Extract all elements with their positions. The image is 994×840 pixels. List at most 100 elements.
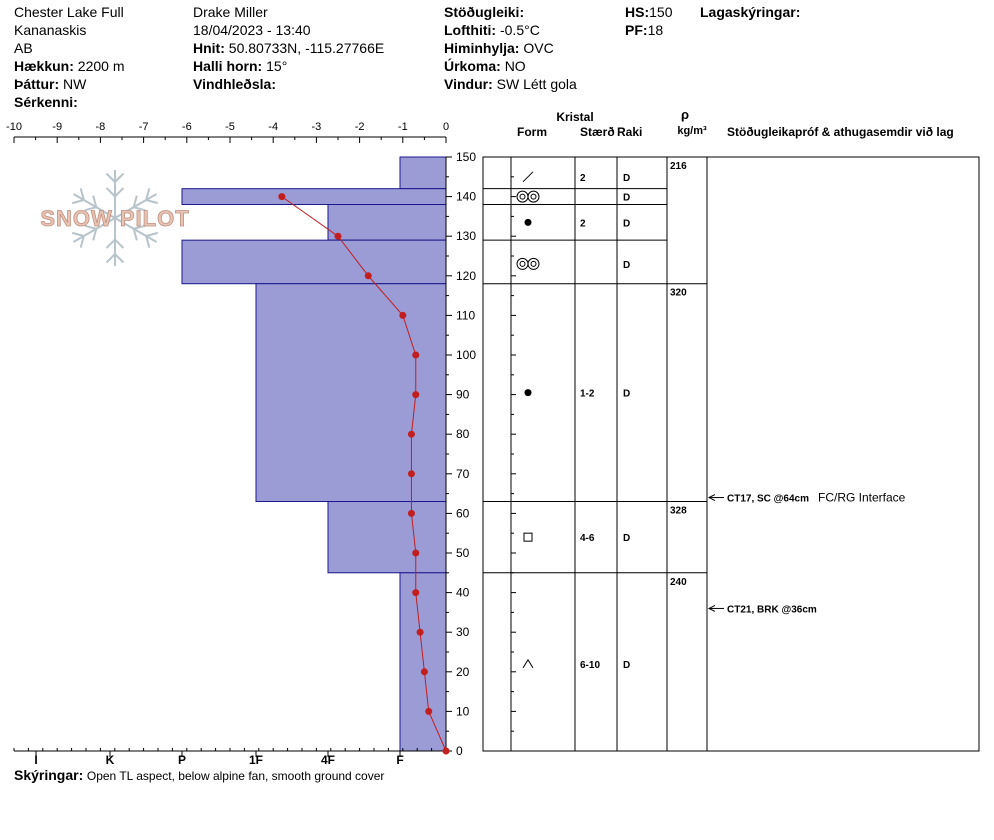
crystal-size: 2 [580,173,586,184]
hardness-layer [181,239,447,285]
density-value: 216 [670,161,687,172]
rounds-icon [516,257,540,270]
hardness-layer [399,156,447,190]
hardness-layer [327,204,447,241]
footer-notes: Skýringar: Open TL aspect, below alpine … [14,767,385,783]
form-header: Form [517,125,547,139]
hardness-tick-label: K [106,753,115,767]
dot-icon [524,218,532,226]
height-tick-label: 140 [456,190,476,204]
temperature-tick-label: -4 [268,121,278,133]
temperature-tick-label: -8 [96,121,106,133]
dot-icon [524,389,532,397]
foot-penetration: PF:18 [625,22,664,38]
temperature-point [407,509,415,517]
crystal-size: 2 [580,218,586,229]
moisture-value: D [623,660,630,671]
crystal-size: 4-6 [580,533,595,544]
stability-tests-header: Stöðugleikapróf & athugasemdir við lag [727,125,954,139]
density-value: 320 [670,288,687,299]
hardness-layer [327,501,447,574]
temperature-point [416,628,424,636]
height-tick-label: 10 [456,704,470,718]
snow-height: HS:150 [625,4,673,20]
height-tick-label: 150 [456,150,476,164]
aspect: Þáttur: NW [14,76,87,92]
province-name: AB [14,40,33,56]
arrowhead-icon [707,604,716,612]
moisture-value: D [623,173,630,184]
coordinates: Hnit: 50.80733N, -115.27766E [193,40,385,56]
moisture-value: D [623,193,630,204]
height-tick-label: 130 [456,229,476,243]
temperature-point [412,391,420,399]
height-tick-label: 50 [456,546,470,560]
temperature-tick-label: -7 [139,121,149,133]
location-name: Chester Lake Full [14,4,124,20]
height-tick-label: 40 [456,586,470,600]
moisture-value: D [623,389,630,400]
height-tick-label: 120 [456,269,476,283]
temperature-point [334,232,342,240]
height-tick-label: 70 [456,467,470,481]
crystal-size: 1-2 [580,389,595,400]
left-axes: -10 -9 -8 -7 -6 -5 -4 -3 -2 -1 0150140130120110100… [6,121,476,767]
hardness-tick-label: I [34,753,37,767]
temperature-tick-label: -2 [355,121,365,133]
layer-legend-title: Lagaskýringar: [700,4,801,20]
height-tick-label: 90 [456,388,470,402]
features: Sérkenni: [14,94,78,110]
height-tick-label: 80 [456,427,470,441]
layer-table: 216 320 328 240 Kristal Form Stærð Raki ρ kg/m³ St… [482,107,980,752]
temperature-point [407,430,415,438]
temperature-point [278,193,286,201]
precipitation: Úrkoma: NO [444,58,526,74]
density-value: 240 [670,577,687,588]
hardness-tick-label: F [396,753,403,767]
height-tick-label: 0 [456,744,463,758]
temperature-point [412,351,420,359]
moisture-header: Raki [617,125,642,139]
height-tick-label: 110 [456,308,475,322]
temperature-point [412,589,420,597]
height-tick-label: 60 [456,506,470,520]
stability-test-comment: FC/RG Interface [818,491,906,505]
slash-icon [522,171,534,183]
watermark-text: SNOW PILOT [40,206,189,231]
moisture-value: D [623,533,630,544]
observer-name: Drake Miller [193,4,268,20]
temperature-tick-label: 0 [443,121,449,133]
temperature-tick-label: -6 [182,121,192,133]
temperature-tick-label: -3 [312,121,322,133]
arrowhead-icon [707,494,716,502]
wind-loading: Vindhleðsla: [193,76,276,92]
temperature-point [364,272,372,280]
height-tick-label: 100 [456,348,476,362]
height-tick-label: 30 [456,625,470,639]
region-name: Kananaskis [14,22,87,38]
stability: Stöðugleiki: [444,4,525,20]
temperature-point [412,549,420,557]
crystal-size: 6-10 [580,660,600,671]
snowflake-icon [71,170,159,266]
air-temperature: Lofthiti: -0.5°C [444,22,540,38]
hardness-tick-label: 1F [249,753,263,767]
temperature-point [399,311,407,319]
temperature-tick-label: -1 [398,121,408,133]
slope-angle: Halli horn: 15° [193,58,288,74]
observation-datetime: 18/04/2023 - 13:40 [193,22,311,38]
height-tick-label: 20 [456,665,470,679]
temperature-tick-label: -5 [225,121,235,133]
crystal-header: Kristal [556,110,593,124]
size-header: Stærð [580,125,615,139]
temperature-profile [278,193,450,755]
temperature-point [442,747,450,755]
stability-test-label: CT17, SC @64cm [727,494,809,505]
density-value: 328 [670,506,687,517]
moisture-value: D [623,260,630,271]
caret-icon [522,658,534,669]
density-symbol: ρ [681,107,689,122]
temperature-tick-label: -10 [6,121,22,133]
hardness-layers [181,156,447,752]
